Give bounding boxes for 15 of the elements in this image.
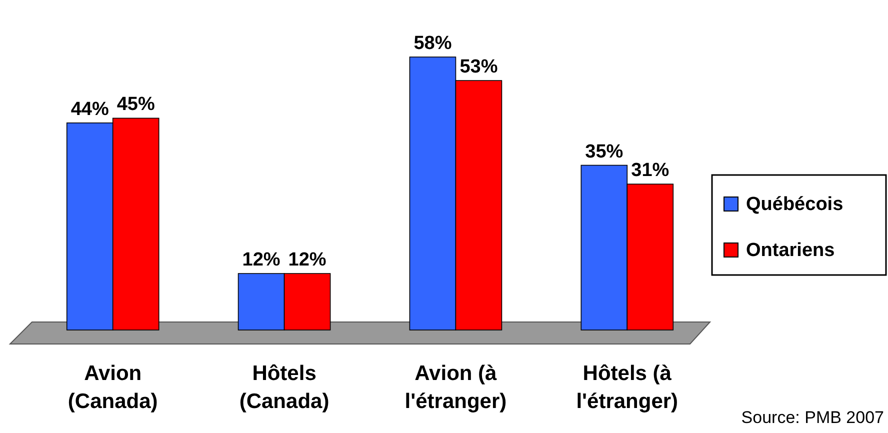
legend-label: Québécois	[746, 194, 844, 215]
data-label: 35%	[585, 141, 624, 162]
x-tick-label: Hôtels (Canada)	[239, 362, 330, 413]
x-tick-label: Avion (Canada)	[68, 362, 158, 413]
data-label: 12%	[242, 250, 280, 271]
x-tick-label: Hôtels (à l'étranger)	[576, 362, 678, 413]
source-note: Source: PMB 2007	[741, 408, 884, 427]
x-tick-label: Avion (à l'étranger)	[404, 362, 507, 413]
data-label: 45%	[116, 94, 155, 116]
data-label: 31%	[631, 160, 670, 182]
data-label: 12%	[288, 250, 326, 271]
data-label: 44%	[70, 98, 109, 120]
legend-label: Ontariens	[746, 240, 835, 261]
data-label: 53%	[460, 56, 498, 78]
data-label: 58%	[414, 33, 452, 54]
